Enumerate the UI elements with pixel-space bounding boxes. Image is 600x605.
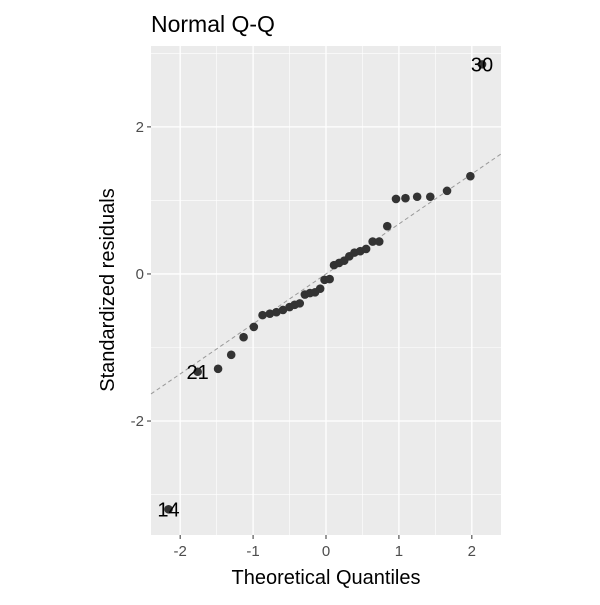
data-point (325, 274, 334, 284)
data-point (249, 322, 259, 332)
y-axis-label: Standardized residuals (97, 188, 119, 391)
x-tick-label: -1 (246, 543, 259, 560)
data-point (265, 309, 275, 318)
data-point (361, 244, 371, 254)
x-tick-label: 2 (468, 543, 476, 560)
reference-line (150, 153, 502, 395)
data-point (315, 284, 325, 293)
data-point (374, 237, 384, 246)
point-annotations: 14 21 30 (157, 54, 493, 521)
point-annotation: 21 (187, 362, 209, 384)
data-point (258, 310, 267, 320)
x-axis-ticks: -2 -1 0 1 2 (173, 535, 476, 560)
data-point (239, 332, 248, 342)
chart-title: Normal Q-Q (151, 11, 275, 37)
data-point (164, 504, 173, 514)
data-point (391, 194, 401, 204)
data-point (193, 367, 202, 377)
data-point (368, 237, 377, 246)
data-points (164, 60, 487, 514)
data-point (425, 192, 435, 202)
y-tick-label: 0 (136, 266, 144, 283)
data-point (226, 350, 236, 360)
reference-line-layer (150, 153, 502, 395)
data-point (295, 299, 305, 308)
data-point (442, 186, 452, 196)
data-point (382, 221, 392, 231)
x-tick-label: -2 (173, 543, 186, 560)
data-point (477, 60, 487, 69)
data-point (278, 305, 288, 315)
x-tick-label: 0 (322, 543, 330, 560)
point-annotation: 14 (157, 499, 179, 521)
y-axis-ticks: -2 0 2 (131, 119, 151, 430)
data-point (412, 192, 422, 202)
y-tick-label: -2 (131, 413, 144, 430)
data-point (401, 193, 410, 203)
point-annotation: 30 (471, 54, 493, 76)
y-tick-label: 2 (136, 119, 144, 136)
data-point (272, 307, 281, 317)
data-point (213, 364, 223, 374)
x-axis-label: Theoretical Quantiles (232, 567, 421, 589)
x-tick-label: 1 (395, 543, 403, 560)
data-point (466, 171, 475, 181)
